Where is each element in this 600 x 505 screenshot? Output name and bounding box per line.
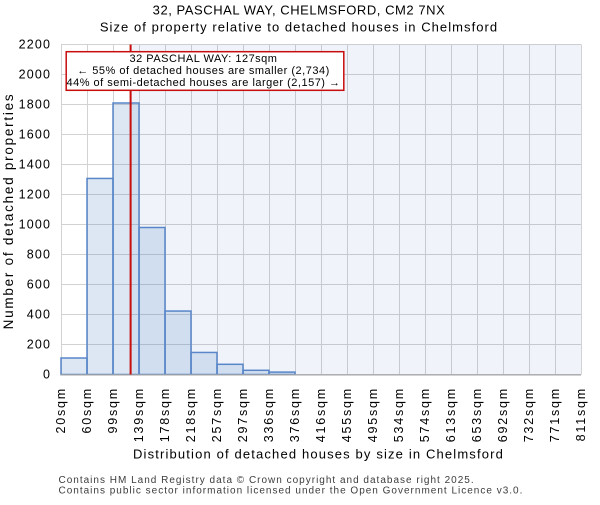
svg-text:218sqm: 218sqm (184, 387, 198, 442)
svg-text:376sqm: 376sqm (288, 387, 302, 442)
svg-text:99sqm: 99sqm (106, 387, 120, 434)
svg-text:1800: 1800 (19, 98, 52, 112)
svg-text:60sqm: 60sqm (80, 387, 94, 434)
svg-text:1400: 1400 (19, 158, 52, 172)
svg-text:32 PASCHAL WAY: 127sqm: 32 PASCHAL WAY: 127sqm (130, 53, 278, 65)
svg-text:811sqm: 811sqm (574, 387, 588, 441)
svg-text:1000: 1000 (19, 218, 52, 232)
svg-text:200: 200 (27, 338, 51, 352)
svg-text:653sqm: 653sqm (470, 387, 484, 442)
svg-text:257sqm: 257sqm (210, 387, 224, 442)
svg-text:44% of semi-detached houses ar: 44% of semi-detached houses are larger (… (66, 77, 340, 89)
svg-text:Contains public sector informa: Contains public sector information licen… (59, 486, 524, 497)
svg-text:600: 600 (27, 278, 51, 292)
svg-text:574sqm: 574sqm (418, 387, 432, 442)
svg-text:771sqm: 771sqm (548, 387, 562, 442)
svg-text:692sqm: 692sqm (496, 387, 510, 442)
svg-text:Number of detached properties: Number of detached properties (1, 93, 16, 330)
svg-text:2200: 2200 (19, 38, 52, 52)
svg-text:1200: 1200 (19, 188, 52, 202)
svg-text:Size of property relative to d: Size of property relative to detached ho… (100, 20, 498, 35)
svg-text:336sqm: 336sqm (262, 387, 276, 442)
svg-text:400: 400 (27, 308, 51, 322)
svg-text:495sqm: 495sqm (366, 387, 380, 442)
svg-text:613sqm: 613sqm (444, 387, 458, 442)
svg-text:416sqm: 416sqm (314, 387, 328, 442)
svg-text:Contains HM Land Registry data: Contains HM Land Registry data © Crown c… (59, 475, 475, 486)
svg-text:455sqm: 455sqm (340, 387, 354, 442)
svg-text:800: 800 (27, 248, 51, 262)
svg-text:2000: 2000 (19, 68, 52, 82)
svg-text:0: 0 (43, 368, 51, 382)
svg-text:← 55% of detached houses are s: ← 55% of detached houses are smaller (2,… (77, 65, 330, 77)
svg-text:297sqm: 297sqm (236, 387, 250, 442)
svg-text:139sqm: 139sqm (132, 387, 146, 442)
svg-text:534sqm: 534sqm (392, 387, 406, 442)
svg-text:Distribution of detached house: Distribution of detached houses by size … (133, 447, 504, 462)
svg-text:32, PASCHAL WAY, CHELMSFORD, C: 32, PASCHAL WAY, CHELMSFORD, CM2 7NX (153, 3, 446, 18)
svg-text:732sqm: 732sqm (522, 387, 536, 442)
svg-text:178sqm: 178sqm (158, 387, 172, 442)
svg-text:1600: 1600 (19, 128, 52, 142)
svg-text:20sqm: 20sqm (54, 387, 68, 434)
